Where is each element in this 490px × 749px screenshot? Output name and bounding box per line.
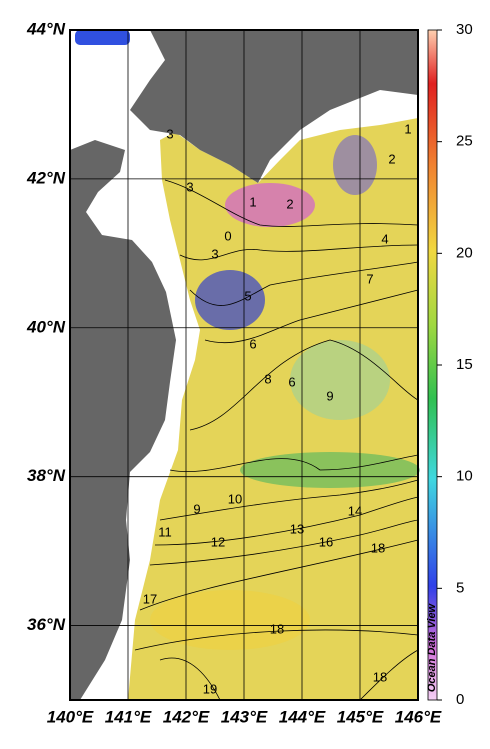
lon-label: 142°E (163, 707, 210, 726)
lat-label: 44°N (26, 19, 66, 38)
colorbar-label: 0 (456, 691, 464, 708)
field-patch (333, 135, 377, 195)
contour-line (359, 649, 419, 701)
contour-line (159, 479, 419, 521)
lon-label: 143°E (221, 707, 268, 726)
contour-line (169, 454, 419, 472)
contour-label: 9 (193, 501, 200, 516)
lat-label: 42°N (26, 168, 66, 187)
contour-label: 19 (203, 681, 217, 696)
contour-label: 18 (270, 621, 284, 636)
contour-label: 6 (288, 374, 295, 389)
contour-label: 9 (326, 388, 333, 403)
contour-label: 10 (228, 491, 242, 506)
contour-label: 4 (381, 231, 388, 246)
lat-label: 36°N (27, 615, 66, 634)
contour-label: 1 (404, 121, 411, 136)
colorbar-label: 30 (456, 21, 473, 38)
lat-label: 40°N (26, 317, 66, 336)
frame (69, 29, 419, 701)
contour-label: 16 (319, 534, 333, 549)
contour-label: 7 (366, 271, 373, 286)
colorbar-label: 5 (456, 579, 464, 596)
field-patch (150, 590, 310, 650)
land (130, 30, 418, 183)
contour-label: 1 (249, 194, 256, 209)
land (70, 140, 176, 700)
contour-label: 8 (264, 371, 271, 386)
contour-label: 11 (158, 524, 172, 539)
contour-label: 3 (186, 179, 193, 194)
colorbar-label: 10 (456, 468, 473, 485)
field-patch (195, 270, 265, 330)
plot-area (69, 29, 420, 701)
contour-line (189, 261, 419, 306)
contours (134, 179, 419, 701)
lon-label: 140°E (47, 707, 94, 726)
contour-line (179, 244, 419, 261)
field-patch (225, 183, 315, 227)
lon-label: 145°E (337, 707, 384, 726)
contour-label: 5 (244, 288, 251, 303)
contour-label: 3 (211, 246, 218, 261)
contour-label: 12 (211, 534, 225, 549)
contour-line (189, 339, 419, 431)
contour-label: 18 (373, 669, 387, 684)
field-patch (75, 30, 130, 45)
contour-line (204, 289, 419, 344)
contour-label: 14 (348, 503, 362, 518)
lon-label: 146°E (395, 707, 442, 726)
contour-line (134, 629, 419, 651)
contour-label: 0 (224, 228, 231, 243)
contour-label: 6 (249, 336, 256, 351)
sea-field (128, 118, 418, 700)
lat-label: 38°N (27, 466, 66, 485)
contour-label: 13 (290, 521, 304, 536)
contour-label: 17 (143, 591, 157, 606)
field-patch (290, 340, 390, 420)
credit: Ocean Data View (426, 602, 438, 692)
contour-line (159, 657, 221, 701)
contour-line (139, 539, 419, 611)
lon-label: 141°E (105, 707, 152, 726)
contour-label: 2 (286, 196, 293, 211)
contour-label: 2 (388, 151, 395, 166)
contour-line (149, 519, 419, 566)
contour-line (154, 496, 419, 546)
contour-label: 3 (166, 126, 173, 141)
colorbar-label: 15 (456, 356, 473, 373)
colorbar (427, 29, 438, 701)
lon-label: 144°E (279, 707, 326, 726)
contour-label: 18 (371, 540, 385, 555)
colorbar-label: 25 (456, 133, 473, 150)
colorbar-label: 20 (456, 244, 473, 261)
